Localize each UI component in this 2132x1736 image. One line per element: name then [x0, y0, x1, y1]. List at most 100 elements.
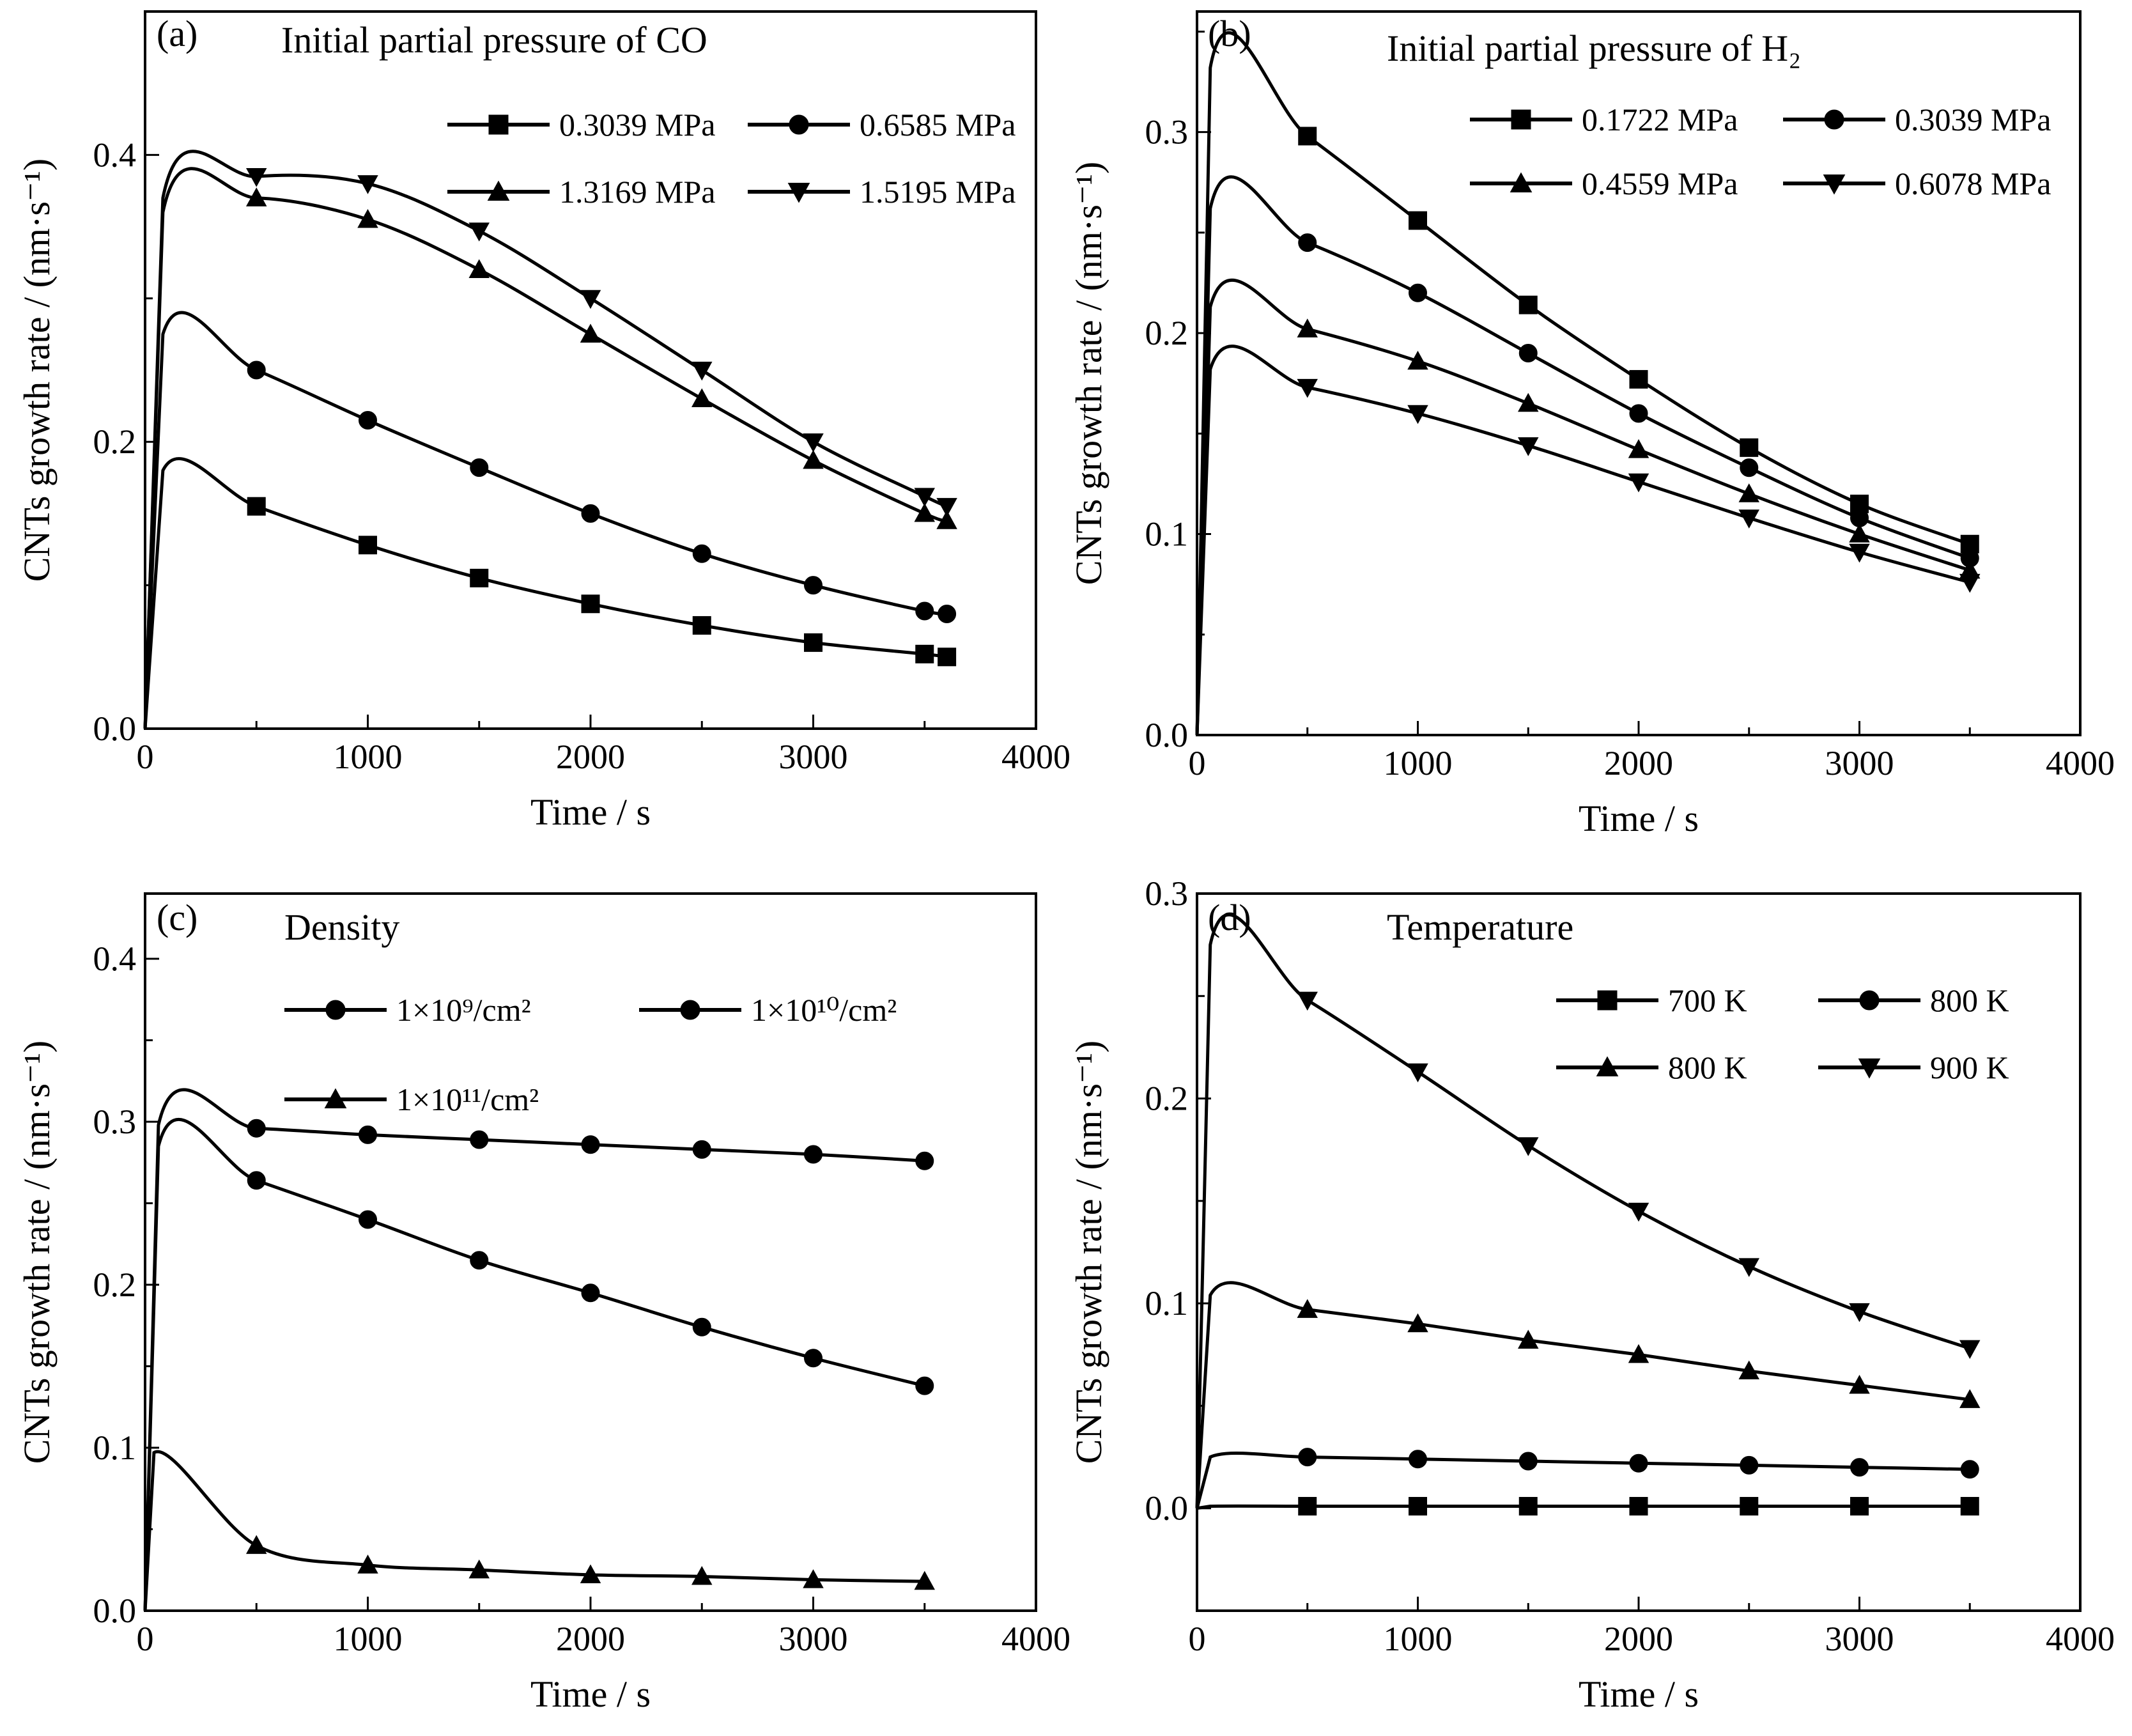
data-point	[1518, 1137, 1539, 1156]
legend-marker	[324, 1088, 347, 1108]
data-point	[804, 1145, 823, 1164]
series-line	[1195, 31, 1971, 736]
x-tick-label: 0	[1189, 1620, 1206, 1658]
legend-entry: 1.5195 MPa	[748, 174, 1016, 210]
series-line	[143, 1117, 925, 1611]
y-tick-label: 0.4	[93, 136, 137, 174]
series-1	[143, 457, 957, 729]
data-point	[1298, 1448, 1317, 1467]
legend-entry: 0.6078 MPa	[1783, 166, 2051, 201]
x-tick-label: 2000	[1604, 744, 1673, 782]
x-tick-label: 4000	[1001, 1620, 1070, 1658]
legend-label: 900 K	[1930, 1050, 2009, 1085]
data-point	[247, 497, 266, 516]
data-point	[804, 633, 823, 652]
x-tick-label: 1000	[1384, 744, 1453, 782]
x-tick-label: 2000	[556, 738, 625, 776]
chart-panel-3: 0 1000 2000 3000 4000 0.0 0.1 0.2 0.3 0.4 Time / s…	[16, 892, 1070, 1715]
series-4	[1195, 345, 1981, 736]
series-4	[1195, 913, 1981, 1508]
x-tick-label: 0	[137, 1620, 154, 1658]
legend-label: 0.6078 MPa	[1895, 166, 2051, 201]
data-point	[1407, 350, 1428, 370]
series-line	[143, 1450, 925, 1611]
series-4	[143, 150, 957, 729]
y-tick-label: 0.2	[1145, 1080, 1189, 1118]
data-point	[804, 576, 823, 595]
series-line	[1196, 1504, 1970, 1510]
data-point	[468, 259, 490, 279]
data-point	[581, 1283, 600, 1303]
data-point	[1518, 1329, 1539, 1349]
data-point	[1629, 1453, 1648, 1473]
legend-label: 1.3169 MPa	[559, 174, 715, 210]
data-point	[470, 1251, 489, 1270]
legend-entry: 1×10¹⁰/cm²	[639, 992, 897, 1028]
data-point	[1850, 1458, 1869, 1477]
data-point	[247, 1119, 266, 1138]
x-tick-label: 3000	[779, 1620, 848, 1658]
legend-label: 1×10¹⁰/cm²	[751, 992, 897, 1028]
y-tick-label: 0.3	[1145, 113, 1189, 151]
data-point	[247, 360, 266, 380]
series-2	[1195, 175, 1979, 736]
data-point	[1738, 509, 1759, 529]
legend-marker	[488, 114, 509, 135]
x-tick-label: 2000	[556, 1620, 625, 1658]
data-point	[914, 502, 935, 522]
data-point	[1298, 127, 1317, 146]
legend-entry: 0.6585 MPa	[748, 107, 1016, 143]
data-point	[1959, 573, 1981, 593]
y-axis-label: CNTs growth rate / (nm·s⁻¹)	[1068, 1041, 1109, 1464]
legend-entry: 900 K	[1818, 1050, 2009, 1085]
legend-label: 800 K	[1930, 982, 2009, 1018]
legend-label: 1×10⁹/cm²	[396, 992, 531, 1028]
chart-title: Initial partial pressure of H₂	[1387, 27, 1801, 69]
data-point	[246, 167, 267, 187]
legend-label: 0.3039 MPa	[559, 107, 715, 143]
data-point	[914, 488, 935, 507]
legend-entry: 700 K	[1556, 982, 1747, 1018]
data-point	[1849, 1374, 1870, 1394]
data-point	[692, 544, 711, 563]
y-tick-label: 0.0	[93, 1592, 137, 1630]
data-point	[1850, 1497, 1869, 1516]
legend-marker	[789, 114, 809, 135]
chart-panel-2: 0 1000 2000 3000 4000 0.0 0.1 0.2 0.3 Time / s CNT…	[1068, 10, 2115, 839]
y-tick-label: 0.1	[1145, 1284, 1189, 1322]
chart-title: Density	[284, 906, 399, 948]
legend-marker	[1596, 1056, 1619, 1076]
y-tick-label: 0.0	[93, 709, 137, 748]
data-point	[915, 1151, 934, 1170]
data-point	[468, 222, 490, 242]
y-tick-label: 0.3	[93, 1103, 137, 1141]
x-axis-label: Time / s	[530, 791, 651, 833]
series-line	[1195, 1452, 1970, 1509]
series-line	[1195, 175, 1971, 736]
chart-panel-1: 0 1000 2000 3000 4000 0.0 0.2 0.4 Time / s CNTs g…	[16, 10, 1070, 833]
data-point	[915, 644, 934, 663]
legend-marker	[325, 1000, 346, 1020]
legend-marker	[1824, 109, 1844, 130]
data-point	[247, 1171, 266, 1190]
y-tick-label: 0.2	[93, 1266, 137, 1304]
legend-marker	[1858, 1058, 1881, 1079]
legend-marker	[1597, 990, 1618, 1011]
data-point	[357, 208, 378, 228]
x-axis-label: Time / s	[1579, 1673, 1699, 1715]
x-tick-label: 4000	[1001, 738, 1070, 776]
data-point	[692, 1140, 711, 1159]
data-point	[1297, 378, 1318, 398]
data-point	[1407, 405, 1428, 424]
data-point	[468, 1559, 490, 1579]
x-axis-label: Time / s	[1579, 798, 1699, 839]
y-tick-label: 0.0	[1145, 716, 1189, 754]
data-point	[359, 1125, 377, 1144]
data-point	[357, 1554, 378, 1574]
panel-label: (a)	[157, 13, 197, 54]
legend-entry: 1×10¹¹/cm²	[284, 1081, 539, 1117]
data-point	[1518, 295, 1538, 314]
legend-label: 0.4559 MPa	[1582, 166, 1738, 201]
data-point	[1518, 344, 1538, 363]
